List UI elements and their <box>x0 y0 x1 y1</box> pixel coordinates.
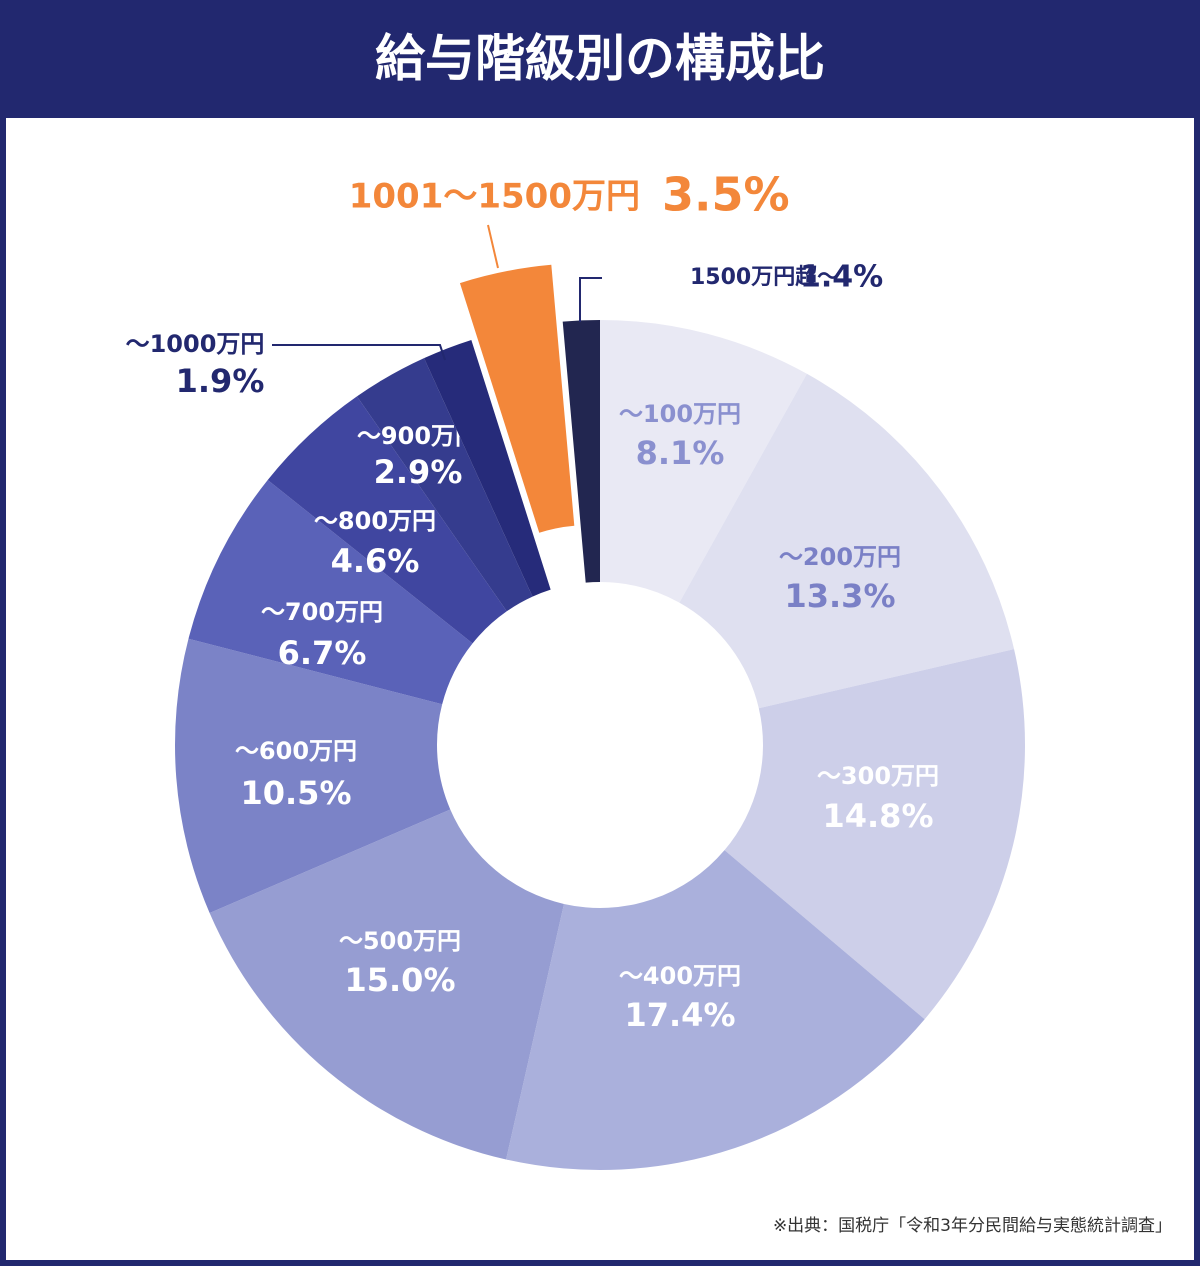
slice <box>506 850 925 1170</box>
slice-value-label: 17.4% <box>624 996 735 1034</box>
slice <box>209 809 564 1160</box>
slice-value-label: 2.9% <box>374 453 463 491</box>
slice-category-label: 〜200万円 <box>779 543 901 571</box>
slice-value-label: 15.0% <box>344 961 455 999</box>
slice-value-label: 10.5% <box>240 774 351 812</box>
slice-value-label: 1.9% <box>176 362 265 400</box>
slice <box>724 649 1025 1020</box>
slice <box>356 358 533 612</box>
slice-value-label: 1.4% <box>800 260 883 295</box>
slice-category-label: 〜700万円 <box>261 598 383 626</box>
slice <box>679 373 1015 709</box>
slice-value-label: 8.1% <box>636 434 725 472</box>
slice-category-label: 〜100万円 <box>619 400 741 428</box>
slice-category-label: 〜600万円 <box>235 737 357 765</box>
slice-value-label: 14.8% <box>822 797 933 835</box>
leader-line <box>272 344 446 361</box>
slice <box>267 396 507 644</box>
leader-line <box>487 224 499 269</box>
slice-category-label: 〜400万円 <box>619 962 741 990</box>
slice <box>175 638 451 914</box>
slice <box>459 264 575 533</box>
leader-line <box>579 277 602 322</box>
slice-category-label: 〜300万円 <box>817 762 939 790</box>
slice-value-label: 13.3% <box>784 577 895 615</box>
slice-value-label: 3.5% <box>662 168 790 222</box>
chart-title: 給与階級別の構成比 <box>375 30 825 88</box>
slice-category-label: 1001〜1500万円 <box>349 177 640 217</box>
slice-category-label: 〜800万円 <box>314 507 436 535</box>
source-note: ※出典：国税庁「令和3年分民間給与実態統計調査」 <box>773 1216 1172 1236</box>
slice <box>562 320 600 583</box>
slice-category-label: 〜1000万円 <box>126 330 265 358</box>
slice-value-label: 6.7% <box>278 634 367 672</box>
slice <box>424 339 551 597</box>
slice-category-label: 〜500万円 <box>339 927 461 955</box>
slice-category-label: 1500万円超〜 <box>690 265 839 290</box>
slice <box>600 320 807 603</box>
slice-value-label: 4.6% <box>331 542 420 580</box>
slice <box>188 480 473 705</box>
